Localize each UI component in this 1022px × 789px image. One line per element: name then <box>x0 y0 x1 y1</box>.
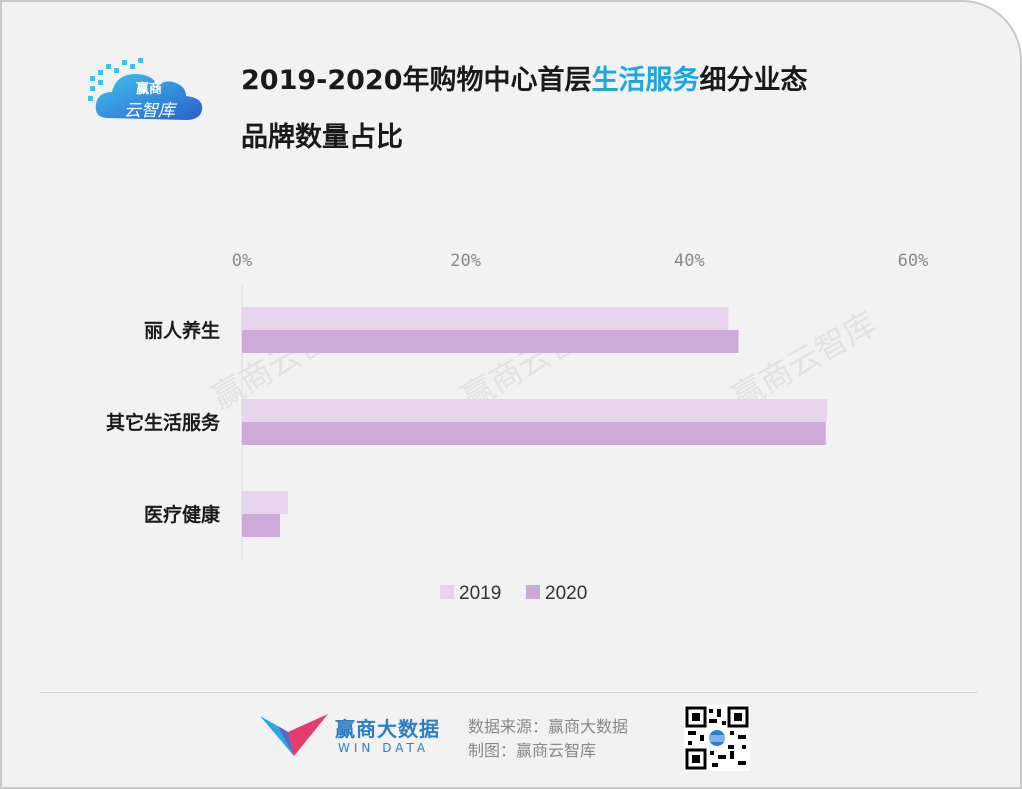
yingshang-cloud-logo: 赢商 云智库 <box>88 56 208 128</box>
legend-swatch-2019 <box>440 585 454 599</box>
legend-swatch-2020 <box>526 585 540 599</box>
category-label: 其它生活服务 <box>106 411 221 434</box>
bar-2020 <box>242 330 739 353</box>
page-title: 2019-2020年购物中心首层生活服务细分业态 品牌数量占比 <box>241 52 941 166</box>
footer-divider <box>40 692 978 693</box>
bar-2019 <box>242 491 288 514</box>
source-text: 数据来源：赢商大数据 <box>468 717 629 736</box>
bar-2020 <box>242 422 826 445</box>
title-part2: 细分业态 <box>699 65 808 96</box>
maker-text: 制图：赢商云智库 <box>468 741 597 760</box>
logo-text-line1: 赢商 <box>136 82 163 97</box>
x-tick-label: 20% <box>450 251 481 271</box>
title-line2: 品牌数量占比 <box>241 122 403 153</box>
legend-label: 2019 <box>459 583 501 604</box>
cloud-icon <box>88 58 203 120</box>
category-label: 丽人养生 <box>144 319 220 342</box>
legend-label: 2020 <box>545 583 587 604</box>
data-source: 数据来源：赢商大数据 制图：赢商云智库 <box>468 715 628 763</box>
bar-2020 <box>242 514 281 537</box>
category-label: 医疗健康 <box>144 503 221 526</box>
x-tick-label: 0% <box>232 251 252 271</box>
title-highlight: 生活服务 <box>591 65 700 96</box>
bar-2019 <box>242 307 729 330</box>
footer-brand-cn: 赢商大数据 <box>335 717 440 741</box>
title-part1: 2019-2020年购物中心首层 <box>241 65 592 96</box>
x-tick-label: 60% <box>898 251 929 271</box>
footer-brand-en: WIN DATA <box>338 741 430 755</box>
logo-text-line2: 云智库 <box>124 101 175 121</box>
bar-2019 <box>242 399 827 422</box>
windata-logo-icon <box>260 714 328 756</box>
qr-code-icon <box>684 705 750 771</box>
x-tick-label: 40% <box>674 251 705 271</box>
